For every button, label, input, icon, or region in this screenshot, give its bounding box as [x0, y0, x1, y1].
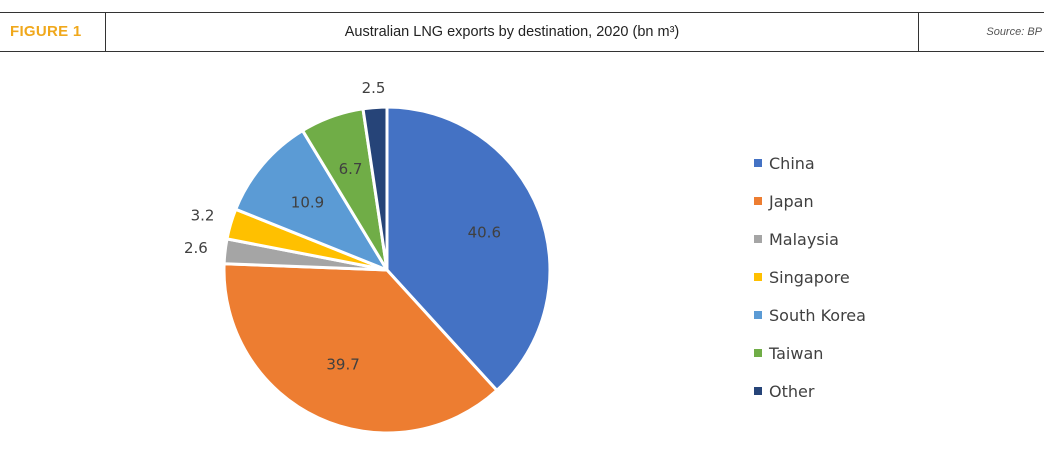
legend-swatch-south-korea — [754, 311, 762, 319]
legend-item-other: Other — [754, 372, 866, 410]
legend-label-other: Other — [769, 381, 815, 401]
data-label-other: 2.5 — [362, 79, 386, 97]
data-label-singapore: 3.2 — [191, 207, 215, 225]
legend-label-japan: Japan — [769, 191, 814, 211]
source-note: Source: BP — [986, 26, 1042, 38]
legend-label-taiwan: Taiwan — [769, 343, 824, 363]
pie-slice-south-korea — [234, 129, 389, 272]
legend-swatch-other — [754, 387, 762, 395]
chart-legend: China Japan Malaysia Singapore South Korea Ta… — [754, 144, 866, 410]
pie-slice-japan — [222, 262, 499, 435]
legend-label-china: China — [769, 153, 815, 173]
legend-label-singapore: Singapore — [769, 267, 850, 287]
legend-item-south-korea: South Korea — [754, 296, 866, 334]
legend-swatch-china — [754, 159, 762, 167]
data-label-japan: 39.7 — [326, 356, 359, 374]
legend-item-taiwan: Taiwan — [754, 334, 866, 372]
header-divider — [105, 13, 106, 51]
data-label-malaysia: 2.6 — [184, 239, 208, 257]
legend-item-malaysia: Malaysia — [754, 220, 866, 258]
figure-label: FIGURE 1 — [10, 23, 82, 40]
legend-swatch-singapore — [754, 273, 762, 281]
chart-title: Australian LNG exports by destination, 2… — [344, 24, 680, 40]
data-label-south-korea: 10.9 — [291, 194, 324, 212]
header-divider — [918, 13, 919, 51]
data-label-china: 40.6 — [468, 223, 501, 241]
legend-label-south-korea: South Korea — [769, 305, 866, 325]
legend-item-japan: Japan — [754, 182, 866, 220]
pie-slice-other — [361, 105, 389, 272]
legend-swatch-japan — [754, 197, 762, 205]
pie-slice-china — [385, 105, 552, 392]
data-label-taiwan: 6.7 — [339, 160, 363, 178]
figure-header: FIGURE 1 Australian LNG exports by desti… — [0, 12, 1044, 52]
legend-label-malaysia: Malaysia — [769, 229, 839, 249]
legend-item-singapore: Singapore — [754, 258, 866, 296]
legend-item-china: China — [754, 144, 866, 182]
legend-swatch-taiwan — [754, 349, 762, 357]
legend-swatch-malaysia — [754, 235, 762, 243]
